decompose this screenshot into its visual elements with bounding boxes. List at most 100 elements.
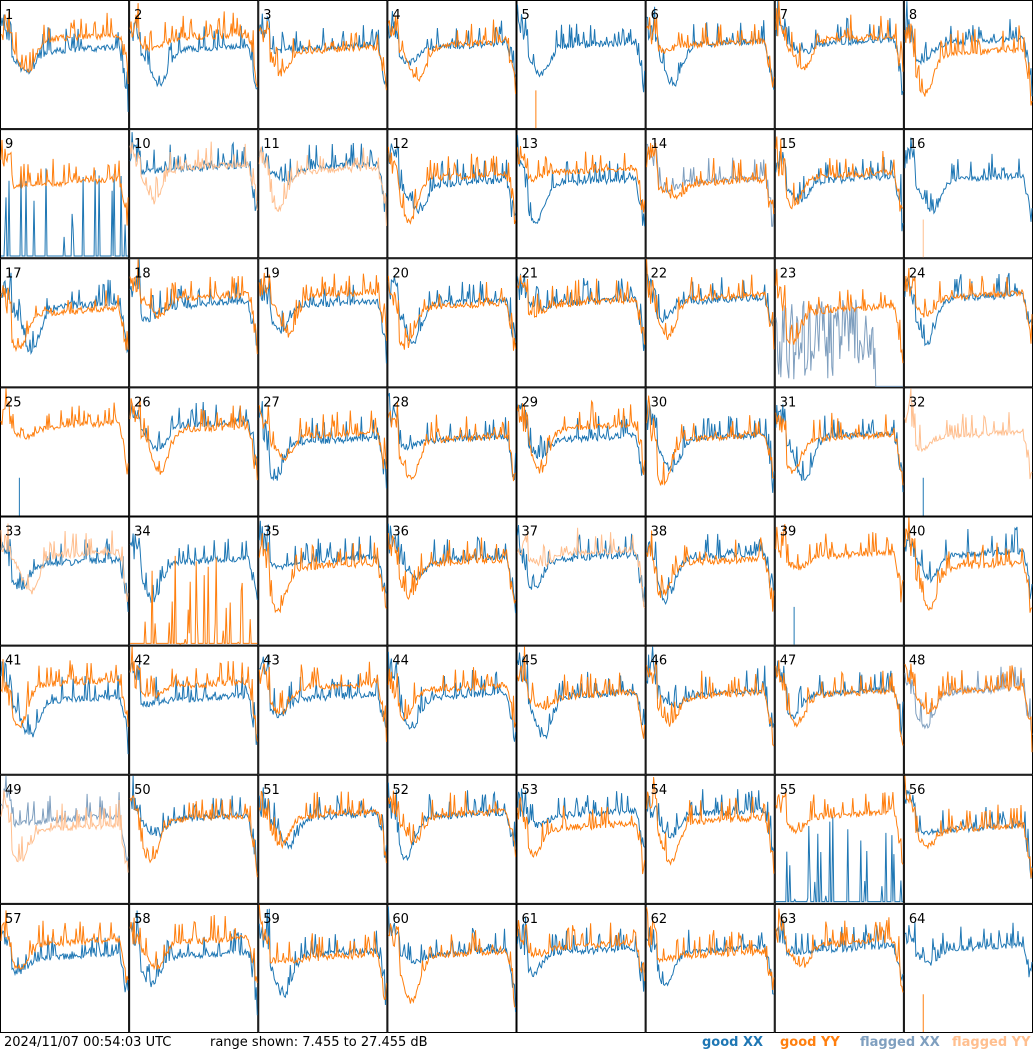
panel-54: 54 (645, 774, 775, 904)
panel-label: 47 (780, 654, 797, 669)
good-yy-line (904, 663, 1033, 753)
panel-label: 39 (780, 525, 797, 540)
good-xx-line (775, 920, 904, 982)
panel-label: 46 (651, 654, 668, 669)
good-xx-line (517, 788, 646, 848)
good-xx-line (517, 403, 646, 476)
flagged-xx-line (775, 299, 903, 387)
panel-45: 45 (516, 645, 646, 775)
panel-frame (903, 0, 1033, 130)
legend-flagged-yy: flagged YY (952, 1035, 1031, 1050)
good-xx-line (0, 538, 129, 612)
panel-label: 44 (392, 654, 409, 669)
panel-35: 35 (258, 516, 388, 646)
panel-34: 34 (129, 516, 259, 646)
good-xx-line (904, 137, 1033, 222)
panel-61: 61 (516, 903, 646, 1033)
panel-frame (387, 129, 517, 259)
panel-label: 13 (522, 137, 539, 152)
good-xx-line (387, 651, 516, 742)
panel-frame (774, 129, 904, 259)
good-xx-line (646, 273, 775, 327)
panel-48: 48 (903, 645, 1033, 775)
good-yy-line (775, 524, 904, 603)
good-yy-line (0, 285, 129, 353)
panel-frame (774, 774, 904, 904)
good-yy-line (387, 790, 516, 857)
panel-56: 56 (903, 774, 1033, 904)
good-xx-line (646, 533, 775, 606)
panel-55: 55 (774, 774, 904, 904)
panel-label: 16 (909, 137, 926, 152)
panel-frame (645, 516, 775, 646)
panel-59: 59 (258, 903, 388, 1033)
panel-frame (129, 645, 259, 775)
panel-label: 20 (392, 266, 409, 281)
good-xx-line (904, 921, 1033, 978)
good-yy-line (517, 646, 646, 739)
panel-18: 18 (129, 258, 259, 388)
panel-11: 11 (258, 129, 388, 259)
panel-42: 42 (129, 645, 259, 775)
panel-frame (645, 129, 775, 259)
good-yy-line (258, 405, 387, 469)
good-yy-line (904, 517, 1033, 613)
panel-53: 53 (516, 774, 646, 904)
panel-label: 21 (522, 266, 539, 281)
good-xx-line (0, 14, 129, 112)
panel-frame (774, 0, 904, 130)
panel-24: 24 (903, 258, 1033, 388)
panel-label: 12 (392, 137, 409, 152)
panel-frame (645, 774, 775, 904)
panel-frame (387, 387, 517, 517)
panel-frame (387, 0, 517, 130)
good-yy-line (388, 923, 516, 1008)
panel-label: 22 (651, 266, 668, 281)
legend-good-yy: good YY (780, 1035, 840, 1050)
good-yy-line (130, 555, 258, 645)
panel-label: 61 (522, 912, 539, 927)
panel-frame (129, 129, 259, 259)
panel-8: 8 (903, 0, 1033, 130)
good-yy-line (0, 11, 129, 85)
good-xx-line (904, 1, 1033, 97)
flagged-yy-line (258, 146, 387, 226)
panel-label: 45 (522, 654, 539, 669)
good-yy-line (775, 268, 904, 364)
panel-label: 10 (134, 137, 151, 152)
panel-frame (0, 645, 130, 775)
panel-label: 38 (651, 525, 668, 540)
good-xx-line (258, 278, 387, 364)
good-xx-line (517, 4, 646, 93)
footer: 2024/11/07 00:54:03 UTC range shown: 7.4… (0, 1033, 1033, 1053)
panel-14: 14 (645, 129, 775, 259)
panel-5: 5 (516, 0, 646, 130)
good-yy-line (0, 139, 129, 226)
flagged-yy-line (904, 388, 1033, 480)
panel-frame (387, 903, 517, 1033)
panel-4: 4 (387, 0, 517, 130)
panel-label: 19 (263, 266, 280, 281)
panel-13: 13 (516, 129, 646, 259)
panel-frame (0, 387, 130, 517)
good-xx-line (517, 652, 646, 740)
panel-frame (516, 129, 646, 259)
panel-label: 7 (780, 8, 788, 23)
flagged-yy-line (129, 141, 258, 211)
panel-frame (645, 0, 775, 130)
panel-label: 60 (392, 912, 409, 927)
panel-43: 43 (258, 645, 388, 775)
good-yy-line (258, 20, 387, 91)
panel-frame (258, 903, 388, 1033)
panel-label: 3 (263, 8, 271, 23)
good-yy-line (517, 274, 646, 345)
panel-frame (387, 258, 517, 388)
good-xx-line (0, 930, 129, 993)
good-yy-line (387, 275, 516, 351)
good-yy-line (0, 659, 129, 729)
panel-64: 64 (903, 903, 1033, 1033)
good-yy-line (646, 142, 775, 215)
panel-17: 17 (0, 258, 130, 388)
good-yy-line (517, 797, 646, 875)
good-yy-line (775, 0, 904, 72)
